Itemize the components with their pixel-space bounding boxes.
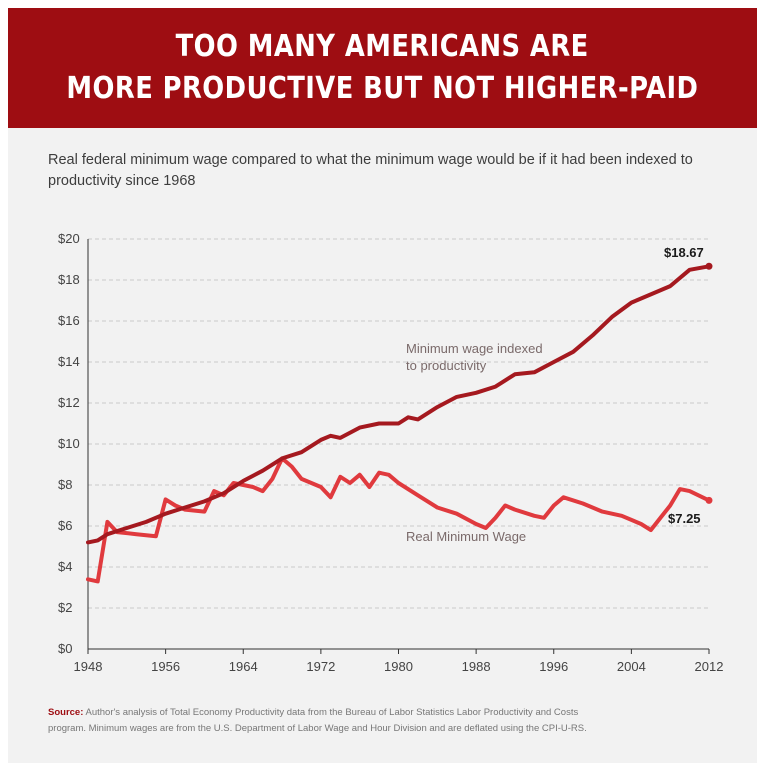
x-tick-label: 1972 bbox=[306, 659, 335, 674]
x-tick-label: 1996 bbox=[539, 659, 568, 674]
source-label: Source: bbox=[48, 707, 84, 718]
series-annotation-real: Real Minimum Wage bbox=[406, 529, 526, 544]
series-annotation-indexed-line-2: to productivity bbox=[406, 358, 487, 373]
y-tick-label: $18 bbox=[58, 272, 80, 287]
y-tick-label: $12 bbox=[58, 395, 80, 410]
y-tick-label: $2 bbox=[58, 600, 72, 615]
x-tick-label: 1956 bbox=[151, 659, 180, 674]
series-line-indexed bbox=[86, 264, 711, 545]
series-annotation-indexed-line-1: Minimum wage indexed bbox=[406, 341, 543, 356]
endpoint-label-real: $7.25 bbox=[668, 511, 701, 526]
x-tick-label: 1948 bbox=[74, 659, 103, 674]
title-banner: TOO MANY AMERICANS ARE MORE PRODUCTIVE B… bbox=[8, 8, 757, 128]
x-tick-label: 2012 bbox=[695, 659, 724, 674]
x-tick-label: 1980 bbox=[384, 659, 413, 674]
source-text: Author's analysis of Total Economy Produ… bbox=[48, 707, 587, 734]
chart-title: Real federal minimum wage compared to wh… bbox=[48, 152, 693, 189]
line-chart: $0 $2 $4 $6 $8 $10 $12 $14 $16 $18 $20 1948 1956 1964… bbox=[58, 231, 724, 674]
y-tick-label: $10 bbox=[58, 436, 80, 451]
y-tick-label: $0 bbox=[58, 641, 72, 656]
y-tick-label: $4 bbox=[58, 559, 72, 574]
endpoint-marker-indexed bbox=[705, 262, 713, 270]
endpoint-marker-real bbox=[705, 496, 713, 504]
y-tick-label: $16 bbox=[58, 313, 80, 328]
infographic-frame: TOO MANY AMERICANS ARE MORE PRODUCTIVE B… bbox=[8, 8, 757, 763]
y-tick-label: $8 bbox=[58, 477, 72, 492]
source-note: Source: Author's analysis of Total Econo… bbox=[48, 705, 608, 737]
x-tick-label: 1988 bbox=[462, 659, 491, 674]
x-tick-label: 1964 bbox=[229, 659, 258, 674]
y-tick-label: $6 bbox=[58, 518, 72, 533]
banner-title-line-2: MORE PRODUCTIVE BUT NOT HIGHER-PAID bbox=[66, 71, 699, 106]
x-tick-label: 2004 bbox=[617, 659, 646, 674]
series-line-real bbox=[86, 456, 711, 584]
y-tick-label: $20 bbox=[58, 231, 80, 246]
banner-title-line-1: TOO MANY AMERICANS ARE bbox=[175, 29, 590, 64]
y-tick-label: $14 bbox=[58, 354, 80, 369]
endpoint-label-indexed: $18.67 bbox=[664, 245, 704, 260]
